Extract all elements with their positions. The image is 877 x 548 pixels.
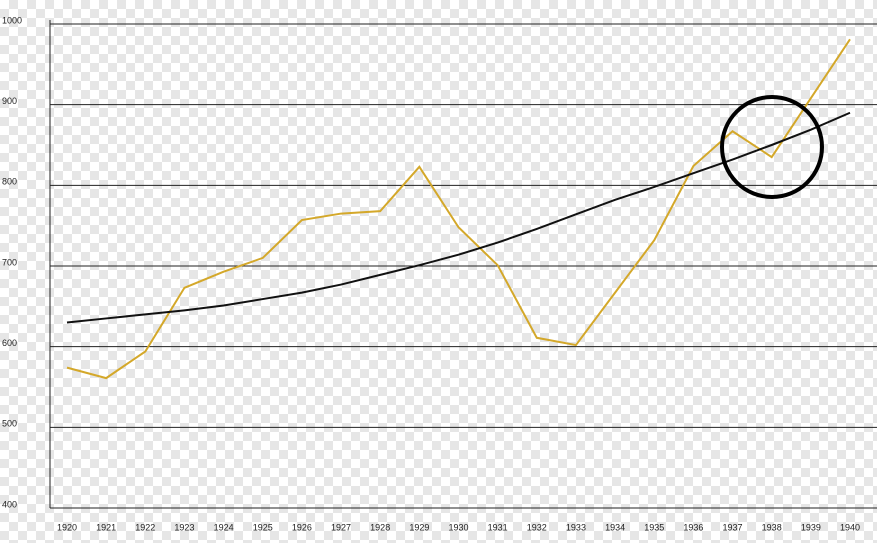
x-tick-label: 1939	[801, 522, 821, 532]
x-tick-label: 1931	[488, 522, 508, 532]
x-tick-label: 1932	[527, 522, 547, 532]
x-tick-label: 1923	[174, 522, 194, 532]
x-tick-label: 1938	[762, 522, 782, 532]
x-tick-label: 1930	[448, 522, 468, 532]
x-tick-label: 1933	[566, 522, 586, 532]
series-line	[66, 38, 851, 380]
x-tick-label: 1926	[292, 522, 312, 532]
x-tick-label: 1935	[644, 522, 664, 532]
x-tick-label: 1920	[57, 522, 77, 532]
x-tick-label: 1927	[331, 522, 351, 532]
y-tick-label: 1000	[2, 15, 22, 25]
x-tick-label: 1924	[214, 522, 234, 532]
x-tick-label: 1928	[370, 522, 390, 532]
x-tick-label: 1921	[96, 522, 116, 532]
highlight-circle	[720, 95, 824, 199]
x-tick-label: 1922	[135, 522, 155, 532]
y-tick-label: 500	[2, 419, 17, 429]
x-tick-label: 1940	[840, 522, 860, 532]
y-tick-label: 600	[2, 338, 17, 348]
x-tick-label: 1925	[253, 522, 273, 532]
x-tick-label: 1934	[605, 522, 625, 532]
plot	[66, 38, 851, 380]
series-line	[66, 111, 851, 324]
x-tick-label: 1929	[409, 522, 429, 532]
grid	[50, 23, 877, 509]
y-tick-label: 800	[2, 177, 17, 187]
x-tick-label: 1937	[723, 522, 743, 532]
y-tick-label: 900	[2, 96, 17, 106]
x-tick-label: 1936	[683, 522, 703, 532]
y-tick-label: 400	[2, 499, 17, 509]
y-tick-label: 700	[2, 257, 17, 267]
